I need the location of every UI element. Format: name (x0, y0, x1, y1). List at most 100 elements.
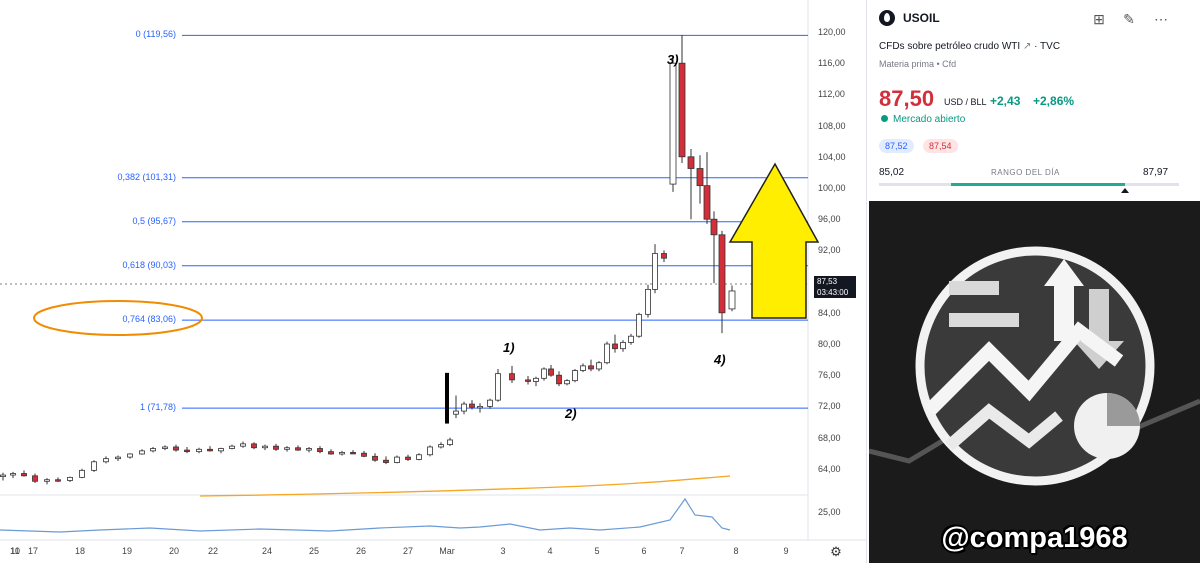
current-price-value: 87,53 (817, 277, 838, 286)
candle-body (645, 288, 651, 315)
symbol-category: Materia prima • Cfd (879, 59, 957, 69)
candle-body (487, 399, 493, 407)
symbol-name[interactable]: USOIL (903, 11, 940, 25)
chart-area[interactable]: 0 (119,56) 0,382 (101,31) 0,5 (95,67) 0,618… (0, 0, 866, 563)
candle-body (184, 449, 190, 453)
candle-body (525, 379, 531, 382)
status-dot-icon (881, 115, 888, 122)
candle-body (173, 446, 179, 451)
candle-body (273, 445, 279, 450)
candle-body (541, 368, 547, 379)
author-handle: @compa1968 (941, 522, 1128, 554)
price-axis-label: 92,00 (818, 245, 841, 256)
symbol-description: CFDs sobre petróleo crudo WTI ↗ · TVC (879, 41, 1060, 52)
price-chart[interactable] (0, 0, 866, 563)
price-axis-label: 72,00 (818, 401, 841, 412)
price-axis-label: 116,00 (818, 58, 845, 69)
candle-body (596, 362, 602, 370)
candle-body (477, 405, 483, 409)
candle-body (612, 343, 618, 350)
day-range-low: 85,02 (879, 167, 905, 178)
date-axis-label: 7 (679, 546, 685, 556)
fib-label-0: 0 (119,56) (135, 29, 176, 40)
candle-body (44, 479, 50, 482)
ask-price: 87,54 (923, 139, 958, 153)
price-axis-label: 108,00 (818, 120, 846, 131)
price-axis-label: 120,00 (818, 27, 846, 37)
date-axis-label: 6 (641, 546, 647, 556)
candle-body (580, 365, 586, 371)
candle-body (91, 461, 97, 471)
logo-overlay: @compa1968 (869, 201, 1200, 563)
candle-body (79, 469, 85, 478)
day-range-high: 87,97 (1143, 167, 1169, 178)
candle-body (67, 476, 73, 481)
candle-body (339, 452, 345, 455)
price-axis-label: 84,00 (818, 307, 841, 318)
price-axis-label: 104,00 (818, 151, 846, 162)
candle-body (427, 446, 433, 456)
candle-body (0, 474, 6, 478)
external-link-icon[interactable]: ↗ (1022, 41, 1032, 52)
price-change: +2,43 (990, 94, 1021, 108)
candle-body (162, 446, 168, 449)
price-unit: USD / BLL (944, 97, 987, 107)
date-axis-label: 9 (783, 546, 789, 556)
candle-body (251, 443, 257, 449)
oil-drop-icon (879, 10, 895, 26)
price-axis-label: 64,00 (818, 463, 841, 474)
wave-label-4: 4) (714, 352, 726, 367)
date-axis-label: 11 (10, 546, 20, 556)
fib-label-1: 0,382 (101,31) (117, 171, 176, 182)
candle-body (196, 448, 202, 453)
candle-body (150, 448, 156, 452)
date-axis-label: 24 (261, 546, 272, 556)
day-range-title: RANGO DEL DÍA (991, 168, 1060, 177)
date-axis-label: 3 (500, 546, 506, 556)
candle-body (556, 374, 562, 385)
candle-body (564, 380, 570, 385)
gap-marker-bar (445, 372, 449, 424)
candle-body (284, 447, 290, 450)
candle-body (453, 410, 459, 415)
edit-icon[interactable]: ✎ (1123, 11, 1135, 27)
candle-body (229, 445, 235, 449)
price-axis-label: 96,00 (818, 214, 841, 225)
fib-label-2: 0,5 (95,67) (132, 215, 176, 226)
bid-price: 87,52 (879, 139, 914, 153)
candle-body (620, 342, 626, 350)
candle-body (636, 313, 642, 337)
moving-average-line (199, 475, 731, 497)
candle-body (10, 473, 16, 476)
gear-icon[interactable]: ⚙ (830, 544, 842, 559)
candle-body (628, 335, 634, 343)
candle-body (218, 448, 224, 452)
candle-body (21, 473, 27, 477)
day-range-fill (951, 183, 1125, 186)
more-icon[interactable]: ⋯ (1154, 11, 1168, 27)
date-axis-label: 4 (547, 546, 553, 556)
date-axis-label: 17 (27, 546, 38, 556)
candle-body (469, 403, 475, 408)
date-axis-label: 8 (733, 546, 739, 556)
date-axis-label: 18 (74, 546, 85, 556)
price-axis-label: 80,00 (818, 339, 841, 349)
candle-body (461, 403, 467, 412)
candle-body (262, 445, 268, 449)
candle-body (588, 365, 594, 370)
candle-body (127, 453, 133, 458)
candle-body (438, 444, 444, 448)
highlight-circle (33, 300, 203, 336)
date-axis-label: 5 (594, 546, 600, 556)
grid-icon[interactable]: ⊞ (1093, 11, 1105, 27)
fib-label-5: 1 (71,78) (139, 402, 176, 413)
date-axis-label: 20 (168, 546, 179, 556)
date-axis-label: 25 (308, 546, 319, 556)
candle-body (678, 62, 686, 158)
source-text: · TVC (1034, 41, 1061, 52)
candle-body (295, 447, 301, 451)
candle-body (652, 253, 658, 290)
candle-body (533, 377, 539, 382)
volume-line (0, 497, 731, 533)
candle-body (372, 455, 378, 461)
